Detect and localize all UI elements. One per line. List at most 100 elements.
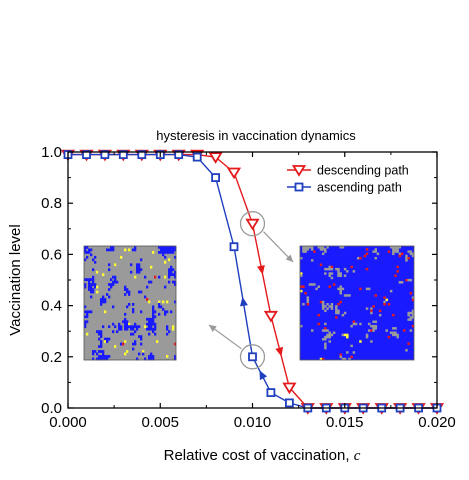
lattice-cell [104,357,107,361]
lattice-cell [160,246,163,249]
lattice-cell [409,316,413,319]
descending-arrow-head [275,346,284,357]
lattice-cell [114,275,117,279]
lattice-cell [162,307,165,311]
lattice-cell [411,298,415,302]
lattice-cell [108,295,111,299]
lattice-cell [324,267,327,271]
lattice-cell [300,324,303,328]
snapshot-ascending-frame [83,245,177,361]
x-axis-title: Relative cost of vaccination, c [164,447,361,464]
lattice-cell [148,332,151,336]
lattice-cell [170,250,173,254]
lattice-cell [94,350,97,353]
lattice-cell [166,332,169,336]
lattice-cell [324,309,327,313]
lattice-cell [90,285,93,289]
lattice-cell [92,275,95,279]
lattice-cell [140,310,143,314]
lattice-cell [306,298,310,302]
lattice-cell [124,312,127,316]
connector-descending [263,231,294,263]
lattice-cell [370,311,373,315]
lattice-cell [300,289,303,293]
lattice-cell [326,329,329,332]
lattice-cell [324,272,327,275]
x-tick-label: 0.020 [418,414,456,431]
lattice-cell [106,340,109,343]
lattice-cell [365,287,369,291]
lattice-cell [324,327,327,330]
lattice-cell [124,322,127,326]
legend-label: descending path [317,164,409,178]
lattice-cell [372,329,375,332]
lattice-cell [90,290,93,294]
lattice-cell [86,320,89,324]
lattice-cell [148,300,151,304]
lattice-cell [174,270,177,274]
lattice-cell [405,278,408,282]
data-point-descending [226,167,242,180]
lattice-cell [134,322,137,326]
lattice-cell [174,342,177,346]
lattice-cell [339,287,342,291]
lattice-cell [150,325,153,329]
lattice-cell [148,317,151,321]
lattice-cell [130,325,133,329]
lattice-cell [160,250,163,254]
lattice-cell [352,322,356,326]
lattice-cell [339,272,342,275]
lattice-cell [102,350,105,353]
lattice-cell [365,307,369,310]
lattice-cell [152,305,155,309]
lattice-cell [387,335,391,339]
lattice-cell [112,275,115,279]
lattice-cell [328,285,331,288]
lattice-cell [346,333,349,337]
lattice-cell [158,275,161,279]
lattice-cell [114,278,117,281]
lattice-cell [374,250,378,253]
lattice-cell [332,283,336,286]
lattice-cell [335,309,338,313]
lattice-cell [116,330,119,334]
lattice-cell [398,252,402,256]
lattice-cell [315,287,318,291]
legend-label: ascending path [317,181,402,195]
lattice-cell [346,294,349,297]
lattice-cell [317,322,321,326]
lattice-cell [106,357,109,361]
lattice-cell [152,327,155,331]
lattice-cell [138,335,141,338]
lattice-cell [98,350,101,353]
lattice-cell [108,325,111,329]
lattice-cell [84,315,87,319]
lattice-cell [164,248,167,252]
lattice-cell [409,250,413,253]
lattice-cell [352,270,356,273]
x-tick-label: 0.005 [141,414,179,431]
lattice-cell [319,246,323,249]
lattice-cell [172,325,175,329]
lattice-cell [126,288,129,291]
lattice-cell [134,248,137,252]
lattice-cell [164,260,167,264]
lattice-cell [341,287,345,291]
lattice-cell [411,309,415,313]
lattice-cell [136,263,139,267]
data-point-descending [208,152,223,164]
data-point-ascending [229,242,239,252]
lattice-cell [326,335,329,339]
lattice-cell [112,246,115,249]
ascending-arrow [240,296,248,307]
lattice-cell [100,350,103,353]
connector-ascending-head-shape [209,325,217,332]
lattice-cell [321,252,325,256]
lattice-cell [387,303,391,306]
lattice-cell [341,246,345,249]
lattice-cell [304,292,307,295]
lattice-cell [324,322,327,326]
lattice-cell [144,275,147,279]
connector-descending-head-shape [285,254,293,262]
lattice-cell [126,290,129,294]
